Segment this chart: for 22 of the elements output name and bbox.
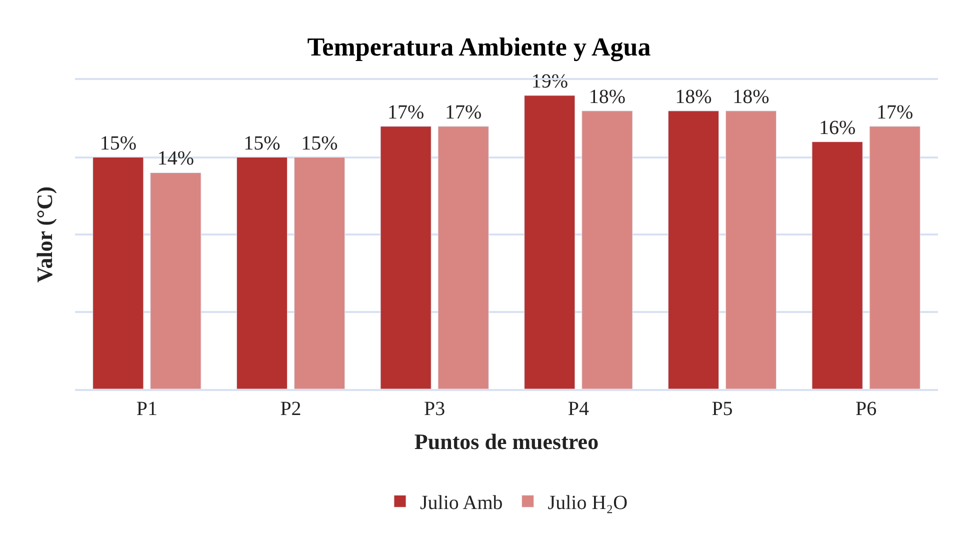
x-tick-label: P4 <box>568 398 589 420</box>
legend-label: Julio H₂O <box>548 492 628 514</box>
legend-label: Julio Amb <box>420 492 503 514</box>
data-label: 18% <box>588 86 626 108</box>
data-label: 15% <box>100 132 136 154</box>
data-label: 17% <box>387 101 424 124</box>
x-axis-title: Puntos de muestreo <box>414 429 599 454</box>
data-label: 16% <box>818 116 856 139</box>
chart-title: Temperatura Ambiente y Agua <box>307 32 651 62</box>
x-tick-label: P3 <box>424 398 446 420</box>
data-label: 15% <box>244 132 280 154</box>
x-tick-label: P2 <box>280 398 302 420</box>
x-tick-label: P6 <box>856 398 877 420</box>
x-tick-label: P5 <box>712 398 733 420</box>
data-label: 18% <box>732 86 770 108</box>
data-label: 18% <box>675 86 712 108</box>
y-axis-title: Valor (°C) <box>32 186 57 283</box>
data-label: 17% <box>445 101 482 124</box>
data-label: 15% <box>301 132 338 154</box>
data-label: 17% <box>876 101 914 124</box>
data-label: 14% <box>157 148 194 170</box>
x-tick-label: P1 <box>136 398 158 420</box>
